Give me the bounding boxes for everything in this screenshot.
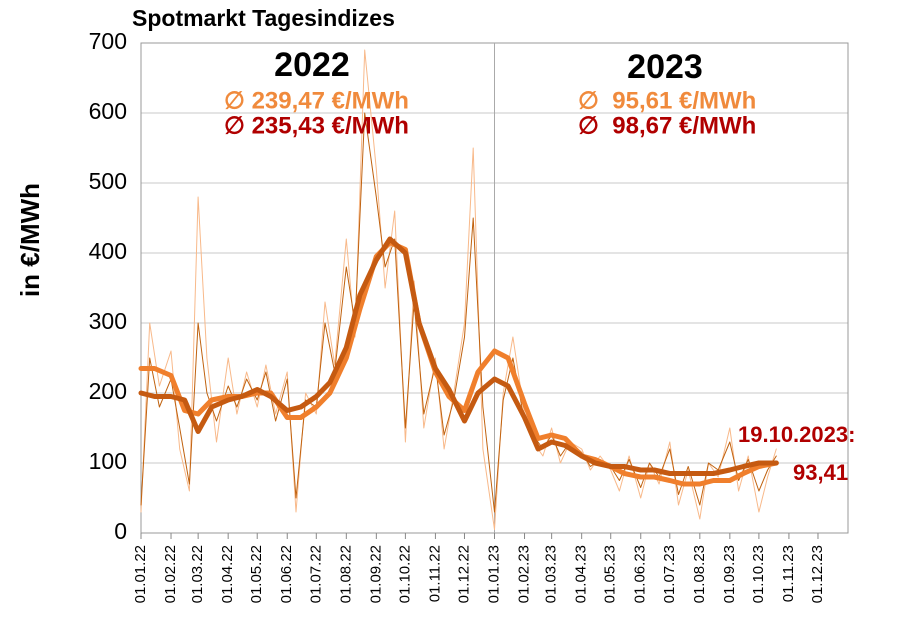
x-tick-label: 01.06.23	[632, 545, 649, 603]
x-tick-label: 01.11.23	[780, 545, 797, 602]
y-tick-label: 100	[89, 448, 127, 474]
series-line	[140, 112, 777, 513]
year-label: 2023	[627, 48, 703, 86]
x-tick-label: 01.01.23	[485, 545, 502, 603]
x-tick-label: 01.07.23	[661, 545, 678, 603]
end-value-label: 93,41	[793, 460, 848, 485]
average-label: ∅ 235,43 €/MWh	[224, 112, 409, 139]
x-tick-label: 01.12.23	[809, 545, 826, 603]
series-line	[140, 49, 777, 530]
x-tick-label: 01.11.22	[426, 545, 443, 602]
y-tick-label: 200	[89, 378, 127, 404]
y-tick-label: 400	[89, 238, 127, 264]
x-tick-label: 01.08.23	[691, 545, 708, 603]
x-tick-label: 01.10.23	[750, 545, 767, 603]
y-tick-label: 600	[89, 98, 127, 124]
x-tick-label: 01.09.23	[721, 545, 738, 603]
chart-title: Spotmarkt Tagesindizes	[132, 5, 395, 31]
x-tick-label: 01.12.22	[455, 545, 472, 603]
y-tick-label: 700	[89, 28, 127, 54]
average-label: ∅ 98,67 €/MWh	[578, 112, 756, 139]
average-label: ∅ 239,47 €/MWh	[224, 87, 409, 114]
x-tick-label: 01.08.22	[337, 545, 354, 603]
x-tick-label: 01.06.22	[278, 545, 295, 603]
series-line	[138, 236, 779, 476]
end-date-label: 19.10.2023:	[738, 422, 855, 447]
year-label: 2022	[274, 46, 350, 84]
x-tick-label: 01.01.22	[132, 545, 149, 603]
x-tick-label: 01.09.22	[367, 545, 384, 603]
y-tick-label: 0	[114, 518, 127, 544]
x-tick-label: 01.03.22	[189, 545, 206, 603]
x-tick-label: 01.05.23	[602, 545, 619, 603]
x-tick-label: 01.04.22	[219, 545, 236, 603]
x-tick-label: 01.07.22	[307, 545, 324, 603]
x-tick-label: 01.03.23	[543, 545, 560, 603]
y-tick-label: 300	[89, 308, 127, 334]
x-tick-label: 01.05.22	[248, 545, 265, 603]
x-tick-label: 01.02.22	[162, 545, 179, 603]
plot-area: 0 100 200 300 400 500 600 700 01.01.22 01.02.22 01…	[89, 28, 849, 603]
y-axis-label: in €/MWh	[15, 183, 45, 297]
x-tick-label: 01.10.22	[396, 545, 413, 603]
x-tick-label: 01.04.23	[573, 545, 590, 603]
x-tick-label: 01.02.23	[515, 545, 532, 603]
y-tick-label: 500	[89, 168, 127, 194]
average-label: ∅ 95,61 €/MWh	[578, 87, 756, 114]
